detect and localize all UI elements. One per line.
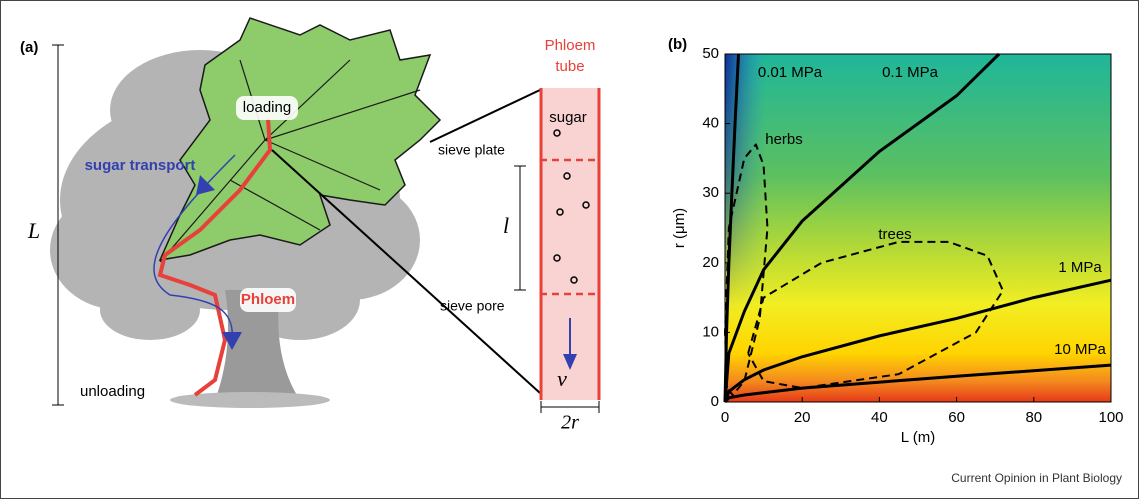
ground: [170, 392, 330, 408]
y-tick-label: 10: [702, 323, 719, 340]
panel-label: (b): [668, 36, 687, 53]
tube-title: tube: [555, 58, 584, 75]
x-tick-label: 0: [721, 409, 729, 426]
sieve-pore-label: sieve pore: [440, 298, 505, 314]
height-symbol: L: [27, 218, 40, 243]
x-tick-label: 80: [1025, 409, 1042, 426]
panel-label: (a): [20, 39, 38, 56]
loading-label: loading: [243, 99, 291, 116]
source: Current Opinion in Plant Biology: [951, 471, 1122, 485]
y-axis-label: r (μm): [671, 208, 688, 248]
x-tick-label: 20: [794, 409, 811, 426]
velocity-symbol: v: [557, 366, 567, 391]
y-tick-label: 20: [702, 254, 719, 271]
contour-label: 10 MPa: [1054, 341, 1106, 358]
x-tick-label: 100: [1098, 409, 1123, 426]
x-tick-label: 60: [948, 409, 965, 426]
y-tick-label: 40: [702, 115, 719, 132]
y-tick-label: 30: [702, 184, 719, 201]
phloem-label: Phloem: [241, 291, 295, 308]
tube-title: Phloem: [545, 37, 596, 54]
y-tick-label: 0: [711, 393, 719, 410]
region-label: herbs: [765, 131, 803, 148]
contour-label: 0.1 MPa: [882, 64, 939, 81]
y-tick-label: 50: [702, 45, 719, 62]
width-symbol: 2r: [561, 412, 579, 434]
x-axis-label: L (m): [901, 429, 935, 446]
transport-label: sugar transport: [85, 157, 196, 174]
x-tick-label: 40: [871, 409, 888, 426]
panel-a: L (a) loading sugar transport Phloem unl…: [20, 18, 600, 434]
contour-label: 1 MPa: [1058, 259, 1102, 276]
figure: L (a) loading sugar transport Phloem unl…: [0, 0, 1139, 499]
unloading-label: unloading: [80, 383, 145, 400]
sieve-plate-label: sieve plate: [438, 142, 505, 158]
pressure-field: [725, 54, 1111, 402]
region-label: trees: [878, 226, 911, 243]
spacing-symbol: l: [503, 213, 509, 238]
zoom-line: [430, 90, 540, 142]
contour-label: 0.01 MPa: [758, 64, 823, 81]
sugar-label: sugar: [549, 109, 587, 126]
